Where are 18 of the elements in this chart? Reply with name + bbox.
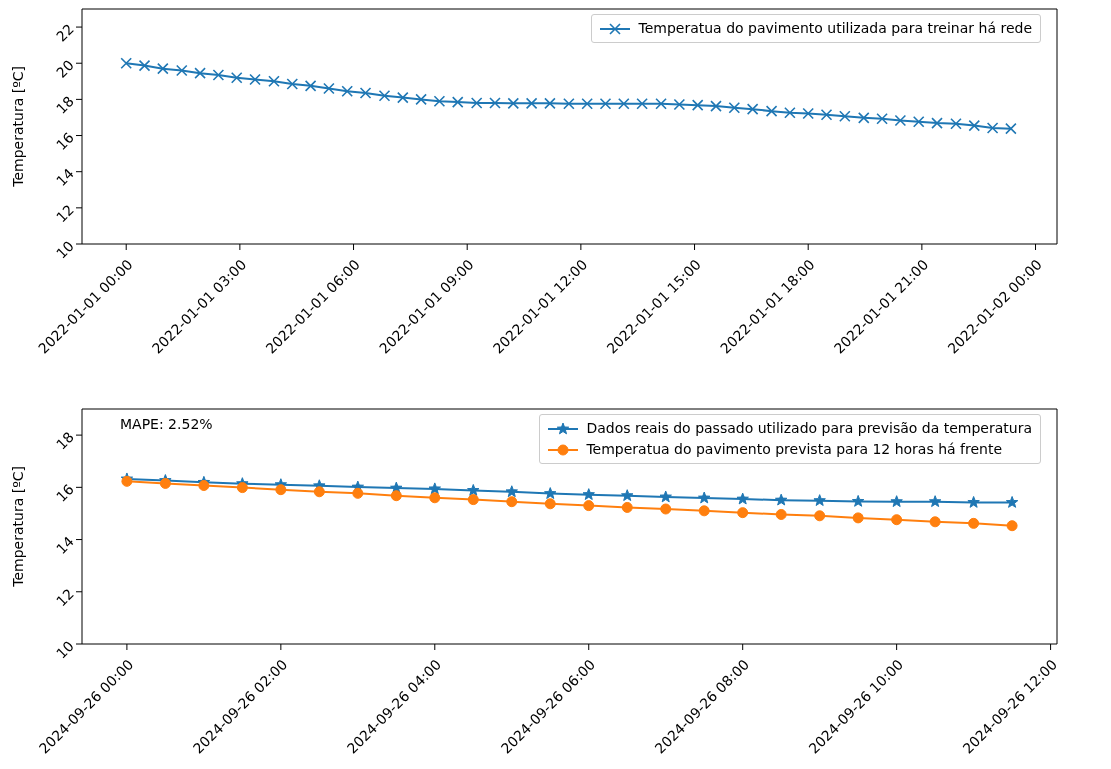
y-tick-label: 10 — [53, 237, 77, 262]
y-axis-title: Temperatura [ºC] — [9, 465, 27, 587]
y-axis-title: Temperatura [ºC] — [9, 65, 27, 187]
y-tick-label: 16 — [53, 480, 78, 505]
legend-label: Temperatua do pavimento prevista para 12 horas há frente — [586, 440, 1003, 459]
y-tick-label: 16 — [53, 129, 78, 154]
legend-label: Temperatua do pavimento utilizada para treinar há rede — [638, 19, 1032, 38]
y-tick-label: 12 — [53, 585, 77, 610]
legend-label: Dados reais do passado utilizado para previsão da temperatura — [586, 419, 1032, 438]
y-tick-label: 20 — [53, 56, 77, 81]
annotation: MAPE: 2.52% — [120, 416, 213, 432]
y-tick-label: 14 — [53, 533, 78, 558]
y-tick-label: 18 — [53, 93, 77, 117]
y-tick-label: 12 — [53, 201, 77, 226]
y-tick-label: 14 — [53, 165, 78, 190]
y-tick-label: 10 — [53, 637, 77, 662]
y-tick-label: 22 — [53, 20, 77, 45]
y-tick-label: 18 — [53, 428, 77, 453]
